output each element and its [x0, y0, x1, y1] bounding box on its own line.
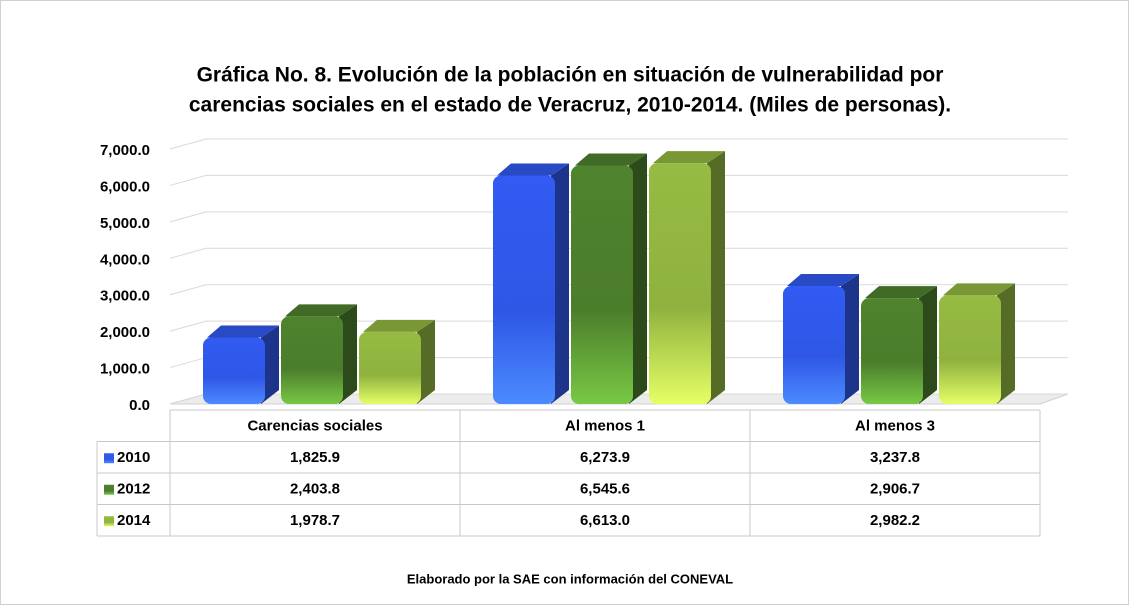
bar-side [841, 274, 859, 404]
data-label: 6,613.0 [580, 512, 630, 529]
legend-swatch [104, 453, 114, 464]
grid-line [169, 247, 1068, 259]
bar-side [997, 283, 1015, 404]
bar [493, 175, 555, 404]
bar-side [417, 319, 435, 404]
source-note: Elaborado por la SAE con información del… [407, 571, 733, 586]
bar-top [943, 283, 1015, 296]
data-label: 2,403.8 [290, 481, 340, 498]
data-label: 2,906.7 [870, 481, 920, 498]
bar-side [339, 304, 357, 404]
data-label: 6,545.6 [580, 481, 630, 498]
bar [203, 337, 265, 404]
legend-label: 2014 [117, 512, 151, 529]
bar [861, 298, 923, 404]
bar-top [653, 151, 725, 164]
bar-top [575, 153, 647, 166]
bar [783, 286, 845, 404]
y-tick-label: 6,000.0 [100, 178, 150, 195]
bar-top [285, 304, 357, 317]
data-label: 1,825.9 [290, 449, 340, 466]
legend-label: 2010 [117, 449, 150, 466]
bar [359, 331, 421, 404]
chart-title: Gráfica No. 8. Evolución de la población… [197, 64, 944, 87]
bar [939, 295, 1001, 404]
bar-top [497, 163, 569, 176]
y-tick-label: 2,000.0 [100, 324, 150, 341]
y-tick-label: 4,000.0 [100, 251, 150, 268]
bar [649, 163, 711, 404]
y-tick-label: 1,000.0 [100, 361, 150, 378]
y-tick-label: 0.0 [129, 397, 150, 414]
y-tick-label: 3,000.0 [100, 288, 150, 305]
bar-top [787, 274, 859, 287]
grid-line [169, 284, 1068, 296]
chart-subtitle: carencias sociales en el estado de Verac… [189, 94, 951, 117]
grid-line [169, 320, 1068, 332]
x-tick-label: Al menos 3 [855, 418, 935, 435]
legend-swatch [104, 516, 114, 527]
bar-top [363, 319, 435, 332]
data-label: 3,237.8 [870, 449, 920, 466]
data-label: 2,982.2 [870, 512, 920, 529]
legend-swatch [104, 484, 114, 495]
legend-label: 2012 [117, 481, 150, 498]
bar [281, 316, 343, 404]
bar-side [261, 325, 279, 404]
bar-side [707, 151, 725, 404]
bar-top [207, 325, 279, 338]
bar-side [919, 286, 937, 404]
bar-side [551, 163, 569, 404]
bar-side [629, 153, 647, 404]
bar-top [865, 286, 937, 299]
x-tick-label: Carencias sociales [247, 418, 382, 435]
x-tick-label: Al menos 1 [565, 418, 645, 435]
y-tick-label: 5,000.0 [100, 215, 150, 232]
y-tick-label: 7,000.0 [100, 142, 150, 159]
grid-line [169, 138, 1068, 150]
data-label: 1,978.7 [290, 512, 340, 529]
data-label: 6,273.9 [580, 449, 630, 466]
grid-line [169, 211, 1068, 223]
bar [571, 165, 633, 404]
grid-line [169, 174, 1068, 186]
